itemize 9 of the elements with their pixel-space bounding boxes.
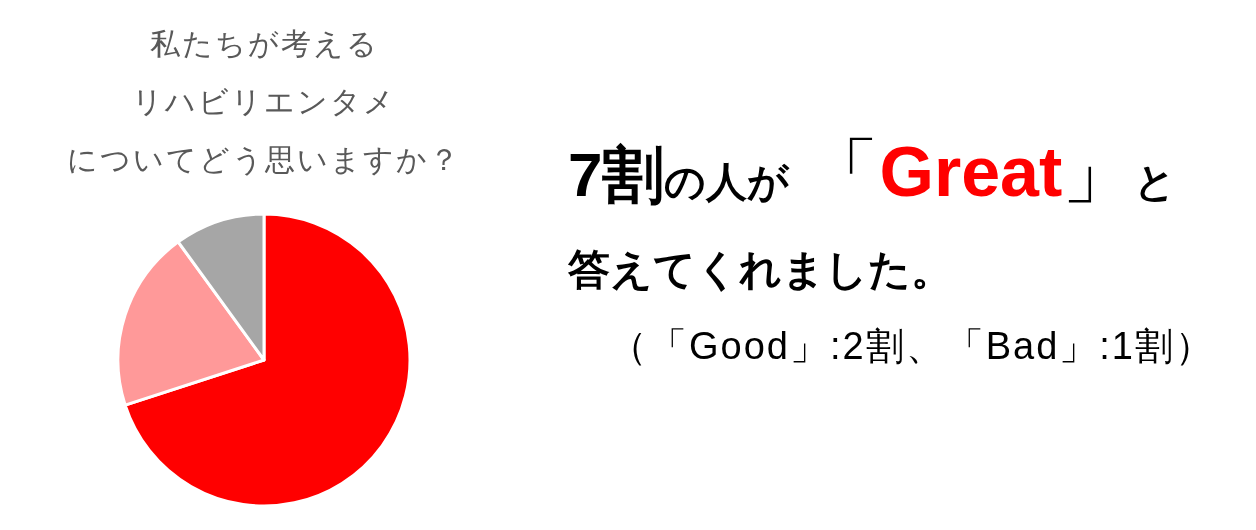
annotation: 」 bbox=[1062, 131, 1135, 211]
annotation: の人が bbox=[664, 159, 790, 205]
annotation: Great bbox=[879, 133, 1063, 211]
annotation: 「 bbox=[807, 131, 880, 211]
annotation: （「Good」:2割、「Bad」:1割） bbox=[609, 325, 1215, 367]
annotation: 7割 bbox=[568, 140, 665, 209]
annotation: 答えてくれました。 bbox=[568, 246, 953, 293]
annotation: と bbox=[1134, 159, 1177, 205]
title: 私たちが考えるリハビリエンタメについてどう思いますか？ bbox=[67, 27, 461, 176]
